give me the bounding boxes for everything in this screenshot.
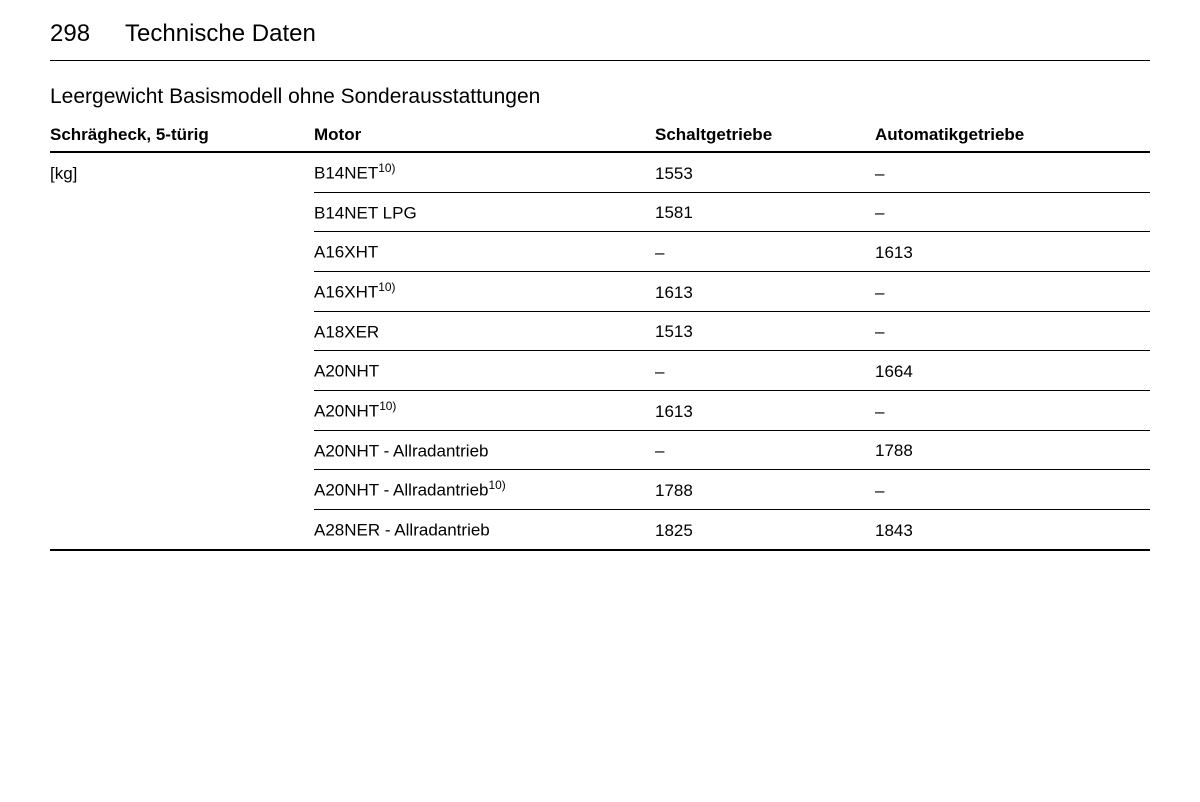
page-title: Technische Daten xyxy=(125,20,316,48)
manual-cell: 1581 xyxy=(655,192,875,232)
auto-cell: – xyxy=(875,470,1150,510)
header-manual: Schaltgetriebe xyxy=(655,119,875,152)
table-row: A20NHT – 1664 xyxy=(50,351,1150,391)
motor-cell: B14NET10) xyxy=(314,152,655,192)
table-row: A18XER 1513 – xyxy=(50,311,1150,351)
empty-cell xyxy=(50,271,314,311)
auto-cell: – xyxy=(875,192,1150,232)
table-row: A20NHT - Allradantrieb – 1788 xyxy=(50,430,1150,470)
section-title: Leergewicht Basismodell ohne Sonderausst… xyxy=(50,85,1150,109)
header-motor: Motor xyxy=(314,119,655,152)
empty-cell xyxy=(50,470,314,510)
motor-cell: A20NHT - Allradantrieb xyxy=(314,430,655,470)
empty-cell xyxy=(50,232,314,272)
motor-cell: A16XHT xyxy=(314,232,655,272)
unit-cell: [kg] xyxy=(50,152,314,192)
table-row: A16XHT10) 1613 – xyxy=(50,271,1150,311)
table-row: A20NHT - Allradantrieb10) 1788 – xyxy=(50,470,1150,510)
empty-cell xyxy=(50,390,314,430)
manual-cell: – xyxy=(655,430,875,470)
manual-cell: 1613 xyxy=(655,271,875,311)
table-row: A20NHT10) 1613 – xyxy=(50,390,1150,430)
auto-cell: 1843 xyxy=(875,509,1150,549)
empty-cell xyxy=(50,351,314,391)
motor-cell: A20NHT10) xyxy=(314,390,655,430)
motor-cell: A16XHT10) xyxy=(314,271,655,311)
auto-cell: – xyxy=(875,271,1150,311)
auto-cell: – xyxy=(875,152,1150,192)
header-auto: Automatikgetriebe xyxy=(875,119,1150,152)
manual-cell: 1613 xyxy=(655,390,875,430)
manual-cell: – xyxy=(655,232,875,272)
page-header: 298 Technische Daten xyxy=(50,20,1150,61)
empty-cell xyxy=(50,311,314,351)
auto-cell: 1788 xyxy=(875,430,1150,470)
table-body: [kg] B14NET10) 1553 – B14NET LPG 1581 – … xyxy=(50,152,1150,550)
empty-cell xyxy=(50,192,314,232)
table-header-row: Schrägheck, 5-türig Motor Schaltgetriebe… xyxy=(50,119,1150,152)
auto-cell: – xyxy=(875,390,1150,430)
table-row: [kg] B14NET10) 1553 – xyxy=(50,152,1150,192)
motor-cell: A18XER xyxy=(314,311,655,351)
table-row: A16XHT – 1613 xyxy=(50,232,1150,272)
empty-cell xyxy=(50,509,314,549)
header-body-type: Schrägheck, 5-türig xyxy=(50,119,314,152)
motor-cell: A28NER - Allradantrieb xyxy=(314,509,655,549)
manual-cell: 1825 xyxy=(655,509,875,549)
manual-cell: 1788 xyxy=(655,470,875,510)
weight-table: Schrägheck, 5-türig Motor Schaltgetriebe… xyxy=(50,119,1150,551)
manual-cell: 1513 xyxy=(655,311,875,351)
page-number: 298 xyxy=(50,20,90,48)
motor-cell: A20NHT - Allradantrieb10) xyxy=(314,470,655,510)
table-row: A28NER - Allradantrieb 1825 1843 xyxy=(50,509,1150,549)
manual-cell: – xyxy=(655,351,875,391)
auto-cell: – xyxy=(875,311,1150,351)
auto-cell: 1664 xyxy=(875,351,1150,391)
table-row: B14NET LPG 1581 – xyxy=(50,192,1150,232)
motor-cell: A20NHT xyxy=(314,351,655,391)
auto-cell: 1613 xyxy=(875,232,1150,272)
empty-cell xyxy=(50,430,314,470)
manual-cell: 1553 xyxy=(655,152,875,192)
motor-cell: B14NET LPG xyxy=(314,192,655,232)
